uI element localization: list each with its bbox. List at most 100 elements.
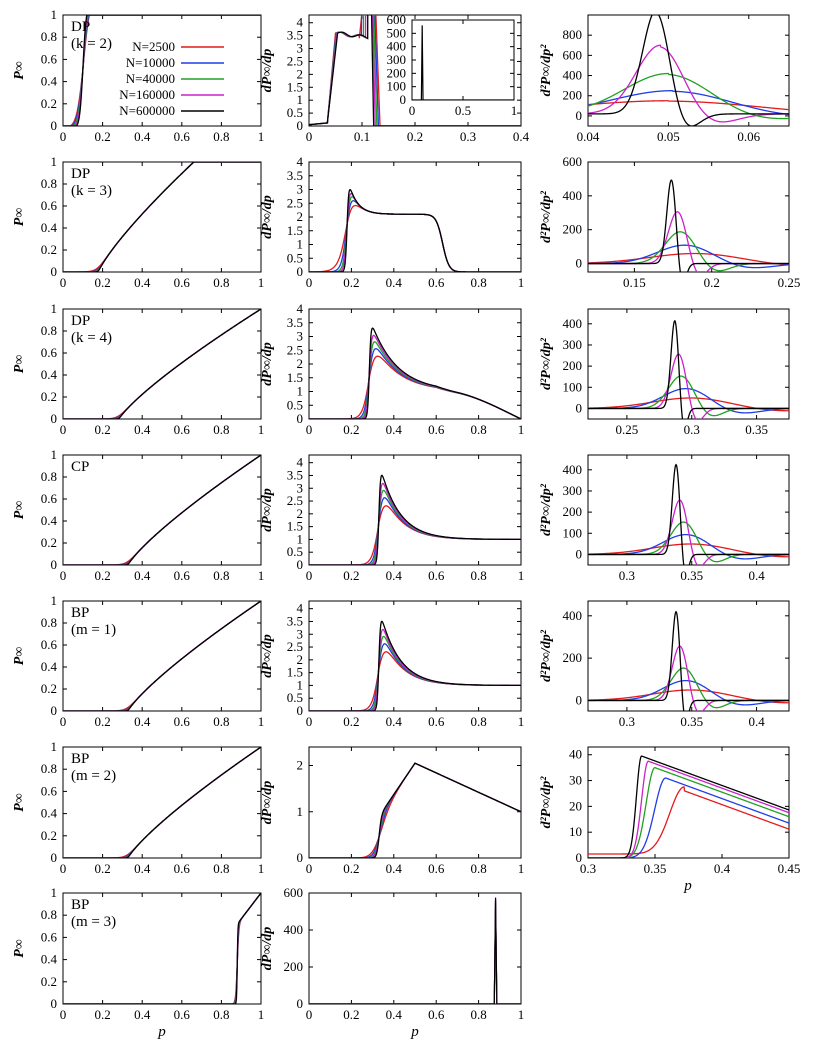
x-tick-label: 0.35 [680, 568, 703, 583]
plot-area [588, 179, 789, 272]
series-line-160000 [588, 499, 789, 565]
x-tick-label: 1 [518, 275, 525, 290]
x-tick-label: 0.4 [513, 129, 530, 144]
series-line-2500 [63, 893, 261, 1004]
y-tick-label: 1 [51, 447, 58, 462]
x-tick-label: 0 [409, 103, 416, 118]
y-tick-label: 400 [387, 39, 407, 54]
panel-label-param: (m = 2) [71, 768, 116, 784]
plot-frame [62, 892, 262, 1005]
x-tick-label: 0.4 [748, 714, 765, 729]
y-tick-label: 0.2 [41, 96, 57, 111]
y-tick-label: 2 [297, 758, 304, 773]
series-line-600000 [63, 162, 261, 272]
series-line-40000 [63, 455, 261, 565]
panel-6-1: 0 0.2 0.4 0.6 0.8 1 0 0.2 0.4 0.6 0.8 1 P∞ BP(m = 2) [12, 739, 264, 876]
y-tick-label: 0.2 [41, 389, 57, 404]
y-tick-label: 2.5 [287, 342, 303, 357]
series-line-600000 [309, 327, 521, 419]
y-tick-label: 4 [297, 455, 304, 470]
y-tick-label: 200 [563, 222, 583, 237]
y-tick-label: 1 [51, 593, 58, 608]
y-tick-label: 400 [563, 608, 583, 623]
series-line-600000 [309, 897, 521, 1004]
x-tick-label: 1 [518, 1007, 525, 1022]
y-tick-label: 1.5 [287, 79, 303, 94]
y-tick-label: 3.5 [287, 168, 303, 183]
x-tick-label: 0.2 [343, 714, 359, 729]
series-line-600000 [63, 747, 261, 858]
y-tick-label: 4 [297, 301, 304, 316]
series-line-600000 [588, 610, 789, 711]
panel-1-3: 0.04 0.05 0.06 0 200 400 600 800 d²P∞/dp² [539, 14, 790, 144]
y-tick-label: 0 [297, 411, 304, 426]
series-line-2500 [309, 762, 521, 858]
y-tick-label: 0.2 [41, 681, 57, 696]
x-tick-label: 0 [306, 714, 313, 729]
x-tick-label: 0.4 [134, 714, 151, 729]
y-tick-label: 0 [51, 264, 58, 279]
series-line-160000 [309, 192, 521, 272]
x-tick-label: 0.8 [470, 861, 486, 876]
y-tick-label: 3.5 [287, 613, 303, 628]
plot-area [309, 15, 521, 126]
plot-frame [308, 892, 522, 1005]
x-tick-label: 0.6 [174, 1007, 191, 1022]
series-line-2500 [63, 455, 261, 565]
inset-spike [412, 25, 514, 100]
y-tick-label: 0.6 [41, 929, 58, 944]
y-axis-label: P∞ [12, 355, 27, 374]
panel-label-param: (m = 3) [71, 914, 116, 930]
y-tick-label: 1 [51, 7, 58, 22]
x-tick-label: 0.1 [354, 129, 370, 144]
plot-area [63, 893, 261, 1004]
series-line-fall [374, 15, 521, 126]
y-tick-label: 0.4 [41, 806, 58, 821]
x-tick-label: 0.06 [737, 129, 760, 144]
x-tick-label: 0.2 [94, 275, 110, 290]
x-tick-label: 0.4 [386, 861, 403, 876]
x-tick-label: 0.6 [428, 275, 445, 290]
series-line-600000 [588, 179, 789, 272]
y-tick-label: 0 [297, 557, 304, 572]
y-tick-label: 30 [569, 773, 582, 788]
series-line-160000 [588, 44, 789, 123]
y-tick-label: 1 [297, 677, 304, 692]
y-axis-label: P∞ [12, 61, 27, 80]
x-tick-label: 0.6 [428, 861, 445, 876]
x-tick-label: 0.8 [470, 1007, 486, 1022]
y-axis-label: dP∞/dp [260, 195, 275, 238]
series-line-40000 [63, 162, 261, 272]
series-line-10000 [63, 162, 261, 272]
y-tick-label: 0.6 [41, 198, 58, 213]
x-tick-label: 1 [258, 714, 265, 729]
y-tick-label: 400 [563, 462, 583, 477]
x-tick-label: 0 [60, 861, 67, 876]
panel-label-name: BP [71, 751, 89, 767]
x-tick-label: 0.6 [174, 275, 191, 290]
y-tick-label: 3 [297, 329, 304, 344]
series-line-160000 [63, 455, 261, 565]
y-tick-label: 0 [400, 92, 407, 107]
panel-label-param: (k = 4) [71, 330, 112, 346]
y-axis-label: P∞ [12, 208, 27, 227]
y-tick-label: 3 [297, 480, 304, 495]
plot-area [588, 15, 789, 126]
y-axis-label: d²P∞/dp² [539, 776, 554, 829]
panel-5-1: 0 0.2 0.4 0.6 0.8 1 0 0.2 0.4 0.6 0.8 1 P∞ BP(m = 1) [12, 593, 264, 729]
panel-label-name: DP [71, 313, 90, 329]
x-tick-label: 0.35 [745, 422, 768, 437]
legend-label: N=160000 [119, 87, 175, 102]
x-tick-label: 1 [511, 103, 518, 118]
series-line-2500 [588, 252, 789, 266]
y-axis-label: dP∞/dp [260, 49, 275, 92]
series-line-600000 [63, 893, 261, 1004]
y-axis-label: P∞ [12, 501, 27, 520]
plot-frame [62, 308, 262, 420]
x-tick-label: 0.6 [428, 714, 445, 729]
series-line-160000 [588, 211, 789, 272]
y-tick-label: 200 [387, 65, 407, 80]
